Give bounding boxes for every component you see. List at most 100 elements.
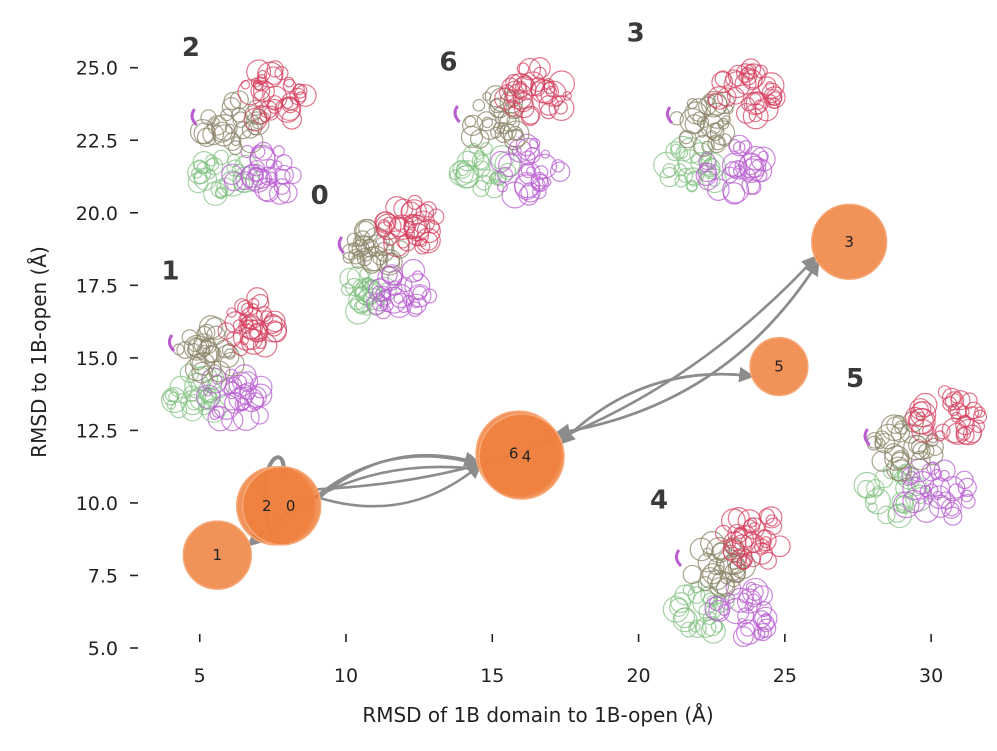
state-node-label: 5 [774, 358, 784, 376]
structure-strand [754, 606, 778, 630]
structure-strand [678, 130, 697, 149]
structure-strand [226, 307, 237, 318]
structure-strand [195, 384, 221, 410]
structure-strand [698, 602, 717, 622]
structure-strand [224, 311, 248, 334]
structure-strand [176, 341, 195, 359]
structure-strand [752, 610, 771, 629]
transition-edge [313, 453, 483, 500]
structure-strand [767, 91, 783, 106]
structure-strand [207, 405, 233, 432]
structure-strand [733, 164, 746, 178]
structure-strand [520, 107, 540, 126]
structure-strand [372, 250, 388, 266]
structure-strand [203, 387, 213, 397]
structure-strand [476, 111, 497, 132]
structure-strand [475, 174, 492, 191]
structure-strand [226, 331, 242, 347]
structure-strand [239, 387, 264, 412]
structure-strand [944, 391, 965, 411]
structure-strand [752, 585, 773, 606]
structure-strand [229, 90, 249, 110]
structure-strand [902, 489, 926, 514]
structure-strand [734, 72, 757, 95]
state-node-label: 3 [844, 233, 854, 251]
structure-strand [748, 158, 773, 183]
structure-strand [733, 526, 747, 539]
structure-strand [734, 160, 745, 170]
structure-strand [234, 384, 255, 405]
structure-strand [293, 84, 317, 107]
structure-strand [551, 159, 565, 173]
structure-strand [735, 63, 756, 83]
structure-strand [710, 136, 725, 151]
structure-strand [961, 392, 978, 409]
structure-strand [934, 430, 946, 442]
structure-strand [350, 253, 366, 269]
structure-strand [757, 150, 769, 162]
structure-strand [211, 121, 233, 143]
structure-strand [722, 176, 750, 204]
structure-strand [253, 76, 268, 91]
structure-strand [697, 576, 713, 592]
structure-strand [497, 166, 514, 183]
structure-strand [460, 125, 484, 149]
structure-strand [448, 160, 474, 187]
structure-strand [267, 98, 283, 114]
state-node-4 [478, 413, 565, 500]
structure-strand [553, 100, 568, 115]
structure-strand [728, 139, 742, 153]
structure-strand [686, 97, 698, 110]
structure-strand [353, 250, 363, 260]
structure-strand [865, 494, 877, 505]
structure-strand [684, 167, 702, 186]
structure-strand [273, 178, 291, 195]
y-tick-label: 12.5 [76, 420, 118, 442]
y-tick-label: 15.0 [76, 348, 118, 370]
structure-strand [248, 159, 266, 177]
structure-strand [266, 60, 284, 78]
structure-strand [489, 98, 505, 114]
structure-strand [237, 79, 264, 106]
structure-strand [937, 491, 956, 510]
structure-strand [170, 401, 188, 419]
structure-strand [695, 616, 717, 638]
structure-strand [224, 368, 239, 383]
structure-strand [456, 150, 478, 172]
structure-strand [740, 58, 762, 79]
structure-strand [531, 153, 558, 179]
structure-strand [207, 115, 228, 136]
structure-strand [958, 414, 971, 428]
structure-strand [295, 91, 307, 103]
structure-strand [902, 476, 926, 501]
structure-strand [549, 161, 571, 182]
structure-strand [520, 163, 536, 179]
structure-strand [251, 144, 266, 159]
structure-strand [224, 376, 243, 395]
structure-strand [499, 111, 520, 133]
structure-strand [255, 337, 267, 350]
structure-strand [362, 245, 389, 272]
structure-strand [950, 393, 961, 404]
structure-strand [697, 162, 718, 183]
structure-strand [518, 185, 539, 206]
structure-strand [722, 544, 739, 561]
structure-strand [745, 581, 757, 593]
structure-strand [742, 68, 755, 80]
structure-strand [246, 392, 265, 410]
structure-strand [757, 72, 785, 99]
structure-strand [943, 506, 963, 526]
structure-strand [890, 451, 909, 470]
state-node-0 [241, 465, 322, 546]
structure-strand [912, 401, 929, 418]
structure-strand [283, 76, 295, 88]
structure-strand [974, 406, 986, 418]
structure-strand [880, 414, 908, 442]
structure-strand [903, 434, 929, 461]
structure-strand [264, 310, 286, 333]
structure-strand [689, 621, 701, 633]
structure-strand [503, 99, 521, 117]
structure-strand [919, 484, 933, 498]
structure-strand [232, 111, 249, 128]
structure-strand [235, 171, 255, 191]
